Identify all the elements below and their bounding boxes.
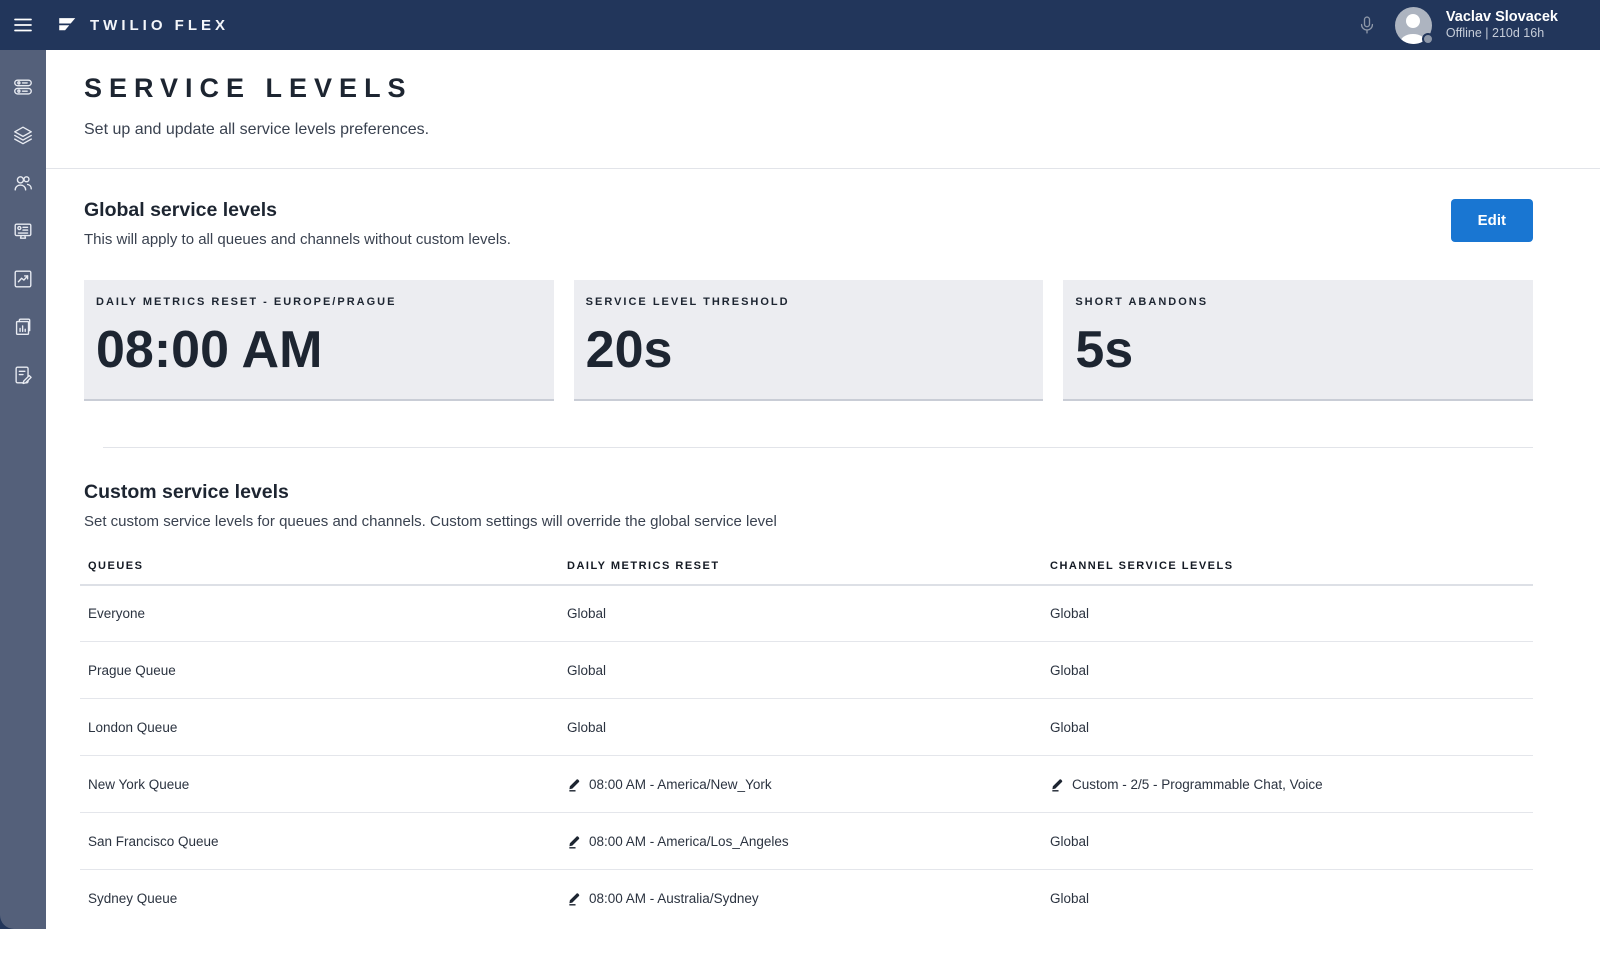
- column-header-queues: QUEUES: [80, 554, 559, 585]
- side-nav: [0, 50, 46, 929]
- page-subtitle: Set up and update all service levels pre…: [84, 121, 1533, 139]
- settings-edit-icon: [12, 364, 34, 386]
- edit-button[interactable]: Edit: [1451, 199, 1533, 242]
- custom-section-description: Set custom service levels for queues and…: [84, 513, 1533, 530]
- metric-card-value: 08:00 AM: [96, 323, 542, 378]
- layers-icon: [12, 124, 34, 146]
- metric-card-short-abandons: SHORT ABANDONS 5s: [1063, 280, 1533, 401]
- channel-levels-cell[interactable]: Custom - 2/5 - Programmable Chat, Voice: [1042, 756, 1533, 813]
- page-title: SERVICE LEVELS: [84, 73, 1533, 104]
- table-row: Sydney Queue 08:00 AM - Australia/Sydney…: [80, 870, 1533, 927]
- metric-card-daily-reset: DAILY METRICS RESET - EUROPE/PRAGUE 08:0…: [84, 280, 554, 401]
- queue-name-cell: Everyone: [80, 585, 559, 642]
- daily-reset-cell: Global: [559, 585, 1042, 642]
- table-row: Prague Queue Global Global: [80, 642, 1533, 699]
- table-row: San Francisco Queue 08:00 AM - America/L…: [80, 813, 1533, 870]
- global-service-levels-section: Global service levels This will apply to…: [46, 169, 1600, 448]
- queue-name-cell: Prague Queue: [80, 642, 559, 699]
- sidebar-item-settings-edit[interactable]: [0, 351, 46, 399]
- channel-levels-cell: Global: [1042, 585, 1533, 642]
- user-status: Offline | 210d 16h: [1446, 26, 1558, 42]
- twilio-flex-flag-icon: [56, 15, 78, 35]
- brand: TWILIO FLEX: [56, 15, 229, 35]
- table-row: Everyone Global Global: [80, 585, 1533, 642]
- metric-card-label: SERVICE LEVEL THRESHOLD: [586, 296, 1032, 308]
- user-avatar[interactable]: [1395, 7, 1432, 44]
- top-bar: TWILIO FLEX Vaclav Slovacek Offline | 21…: [0, 0, 1600, 50]
- queue-name-cell: Sydney Queue: [80, 870, 559, 927]
- global-section-title: Global service levels: [84, 199, 511, 222]
- table-row: London Queue Global Global: [80, 699, 1533, 756]
- custom-service-levels-section: Custom service levels Set custom service…: [46, 448, 1600, 927]
- daily-reset-cell[interactable]: 08:00 AM - America/New_York: [559, 756, 1042, 813]
- menu-icon[interactable]: [0, 0, 46, 50]
- reports-icon: [12, 316, 34, 338]
- global-section-description: This will apply to all queues and channe…: [84, 231, 511, 248]
- microphone-icon[interactable]: [1353, 11, 1381, 39]
- daily-reset-cell: Global: [559, 699, 1042, 756]
- main-content: SERVICE LEVELS Set up and update all ser…: [46, 50, 1600, 929]
- column-header-channel-service-levels: CHANNEL SERVICE LEVELS: [1042, 554, 1533, 585]
- queues-table: QUEUES DAILY METRICS RESET CHANNEL SERVI…: [80, 554, 1533, 927]
- sidebar-item-reports[interactable]: [0, 303, 46, 351]
- user-name: Vaclav Slovacek: [1446, 8, 1558, 26]
- page-header: SERVICE LEVELS Set up and update all ser…: [46, 50, 1600, 139]
- queue-name-cell: London Queue: [80, 699, 559, 756]
- insights-icon: [12, 268, 34, 290]
- table-row: New York Queue 08:00 AM - America/New_Yo…: [80, 756, 1533, 813]
- edit-pencil-icon[interactable]: [567, 890, 582, 906]
- daily-reset-cell[interactable]: 08:00 AM - America/Los_Angeles: [559, 813, 1042, 870]
- edit-pencil-icon[interactable]: [1050, 776, 1065, 792]
- user-menu[interactable]: Vaclav Slovacek Offline | 210d 16h: [1446, 8, 1558, 42]
- metric-card-threshold: SERVICE LEVEL THRESHOLD 20s: [574, 280, 1044, 401]
- daily-reset-cell[interactable]: 08:00 AM - Australia/Sydney: [559, 870, 1042, 927]
- brand-text: TWILIO FLEX: [90, 17, 229, 34]
- sidebar-item-agents-tasks[interactable]: [0, 63, 46, 111]
- sidebar-item-insights[interactable]: [0, 255, 46, 303]
- status-dot: [1422, 33, 1434, 45]
- edit-pencil-icon[interactable]: [567, 833, 582, 849]
- metric-card-label: DAILY METRICS RESET - EUROPE/PRAGUE: [96, 296, 542, 308]
- edit-pencil-icon[interactable]: [567, 776, 582, 792]
- sidebar-item-teams[interactable]: [0, 159, 46, 207]
- metric-card-value: 20s: [586, 323, 1032, 378]
- global-metric-cards: DAILY METRICS RESET - EUROPE/PRAGUE 08:0…: [84, 280, 1533, 401]
- metric-card-label: SHORT ABANDONS: [1075, 296, 1521, 308]
- agents-tasks-icon: [12, 76, 34, 98]
- daily-reset-cell: Global: [559, 642, 1042, 699]
- column-header-daily-metrics-reset: DAILY METRICS RESET: [559, 554, 1042, 585]
- queue-name-cell: San Francisco Queue: [80, 813, 559, 870]
- sidebar-item-queues-stats[interactable]: [0, 207, 46, 255]
- custom-section-title: Custom service levels: [84, 481, 1533, 504]
- channel-levels-cell: Global: [1042, 870, 1533, 927]
- channel-levels-cell: Global: [1042, 813, 1533, 870]
- queue-name-cell: New York Queue: [80, 756, 559, 813]
- queues-stats-icon: [12, 220, 34, 242]
- teams-icon: [12, 172, 34, 194]
- sidebar-item-layers[interactable]: [0, 111, 46, 159]
- metric-card-value: 5s: [1075, 323, 1521, 378]
- channel-levels-cell: Global: [1042, 699, 1533, 756]
- channel-levels-cell: Global: [1042, 642, 1533, 699]
